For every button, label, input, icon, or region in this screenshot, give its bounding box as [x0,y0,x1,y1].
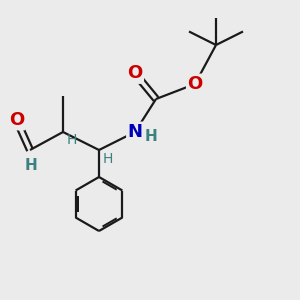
Text: O: O [188,75,202,93]
Text: H: H [25,158,38,172]
Text: N: N [128,123,142,141]
Text: H: H [66,134,76,147]
Text: H: H [145,129,158,144]
Text: H: H [103,152,113,166]
Text: O: O [9,111,24,129]
Text: O: O [128,64,142,82]
